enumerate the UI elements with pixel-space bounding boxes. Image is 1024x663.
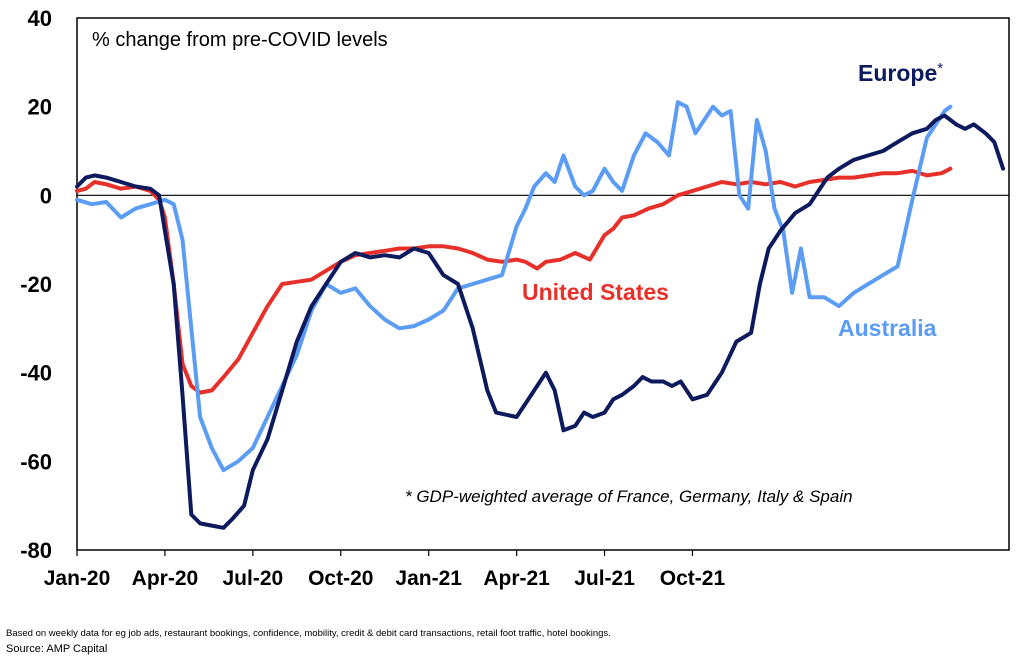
y-tick-label: -20 [20, 272, 52, 297]
europe-label-star: * [937, 60, 943, 77]
series-lines [75, 100, 1006, 530]
x-tick-label: Oct-21 [660, 567, 726, 590]
x-tick-label: Apr-21 [483, 567, 550, 590]
x-tick-label: Jan-20 [44, 567, 111, 590]
x-tick-label: Apr-20 [132, 567, 199, 590]
y-tick-label: -80 [20, 538, 52, 563]
plot-frame [76, 17, 1010, 551]
series-label-australia: Australia [838, 315, 937, 341]
y-tick-label: -60 [20, 449, 52, 474]
y-tick-label: 0 [40, 183, 52, 208]
line-chart: 40 20 0 -20 -40 -60 -80 Jan-20 Apr-20 Jul-20 Oct-… [20, 6, 1010, 590]
series-line-europe [75, 113, 1006, 530]
series-label-united-states: United States [522, 279, 669, 305]
chart-title: % change from pre-COVID levels [92, 29, 388, 51]
y-tick-label: 40 [28, 6, 52, 31]
footnote: Based on weekly data for eg job ads, res… [6, 628, 611, 639]
annotation-note: * GDP-weighted average of France, German… [405, 487, 853, 506]
source-credit: Source: AMP Capital [6, 643, 108, 655]
series-line-united-states [75, 166, 953, 395]
series-line-australia [75, 100, 953, 473]
y-axis: 40 20 0 -20 -40 -60 -80 [20, 6, 52, 563]
y-tick-label: 20 [28, 95, 52, 120]
x-tick-label: Oct-20 [308, 567, 373, 590]
europe-label-text: Europe [858, 60, 937, 86]
series-label-europe: Europe* [858, 60, 943, 86]
x-axis: Jan-20 Apr-20 Jul-20 Oct-20 Jan-21 Apr-21 Jul-… [44, 550, 726, 590]
x-tick-label: Jan-21 [395, 567, 462, 590]
x-tick-label: Jul-21 [574, 567, 635, 590]
y-tick-label: -40 [20, 361, 52, 386]
x-tick-label: Jul-20 [222, 567, 283, 590]
